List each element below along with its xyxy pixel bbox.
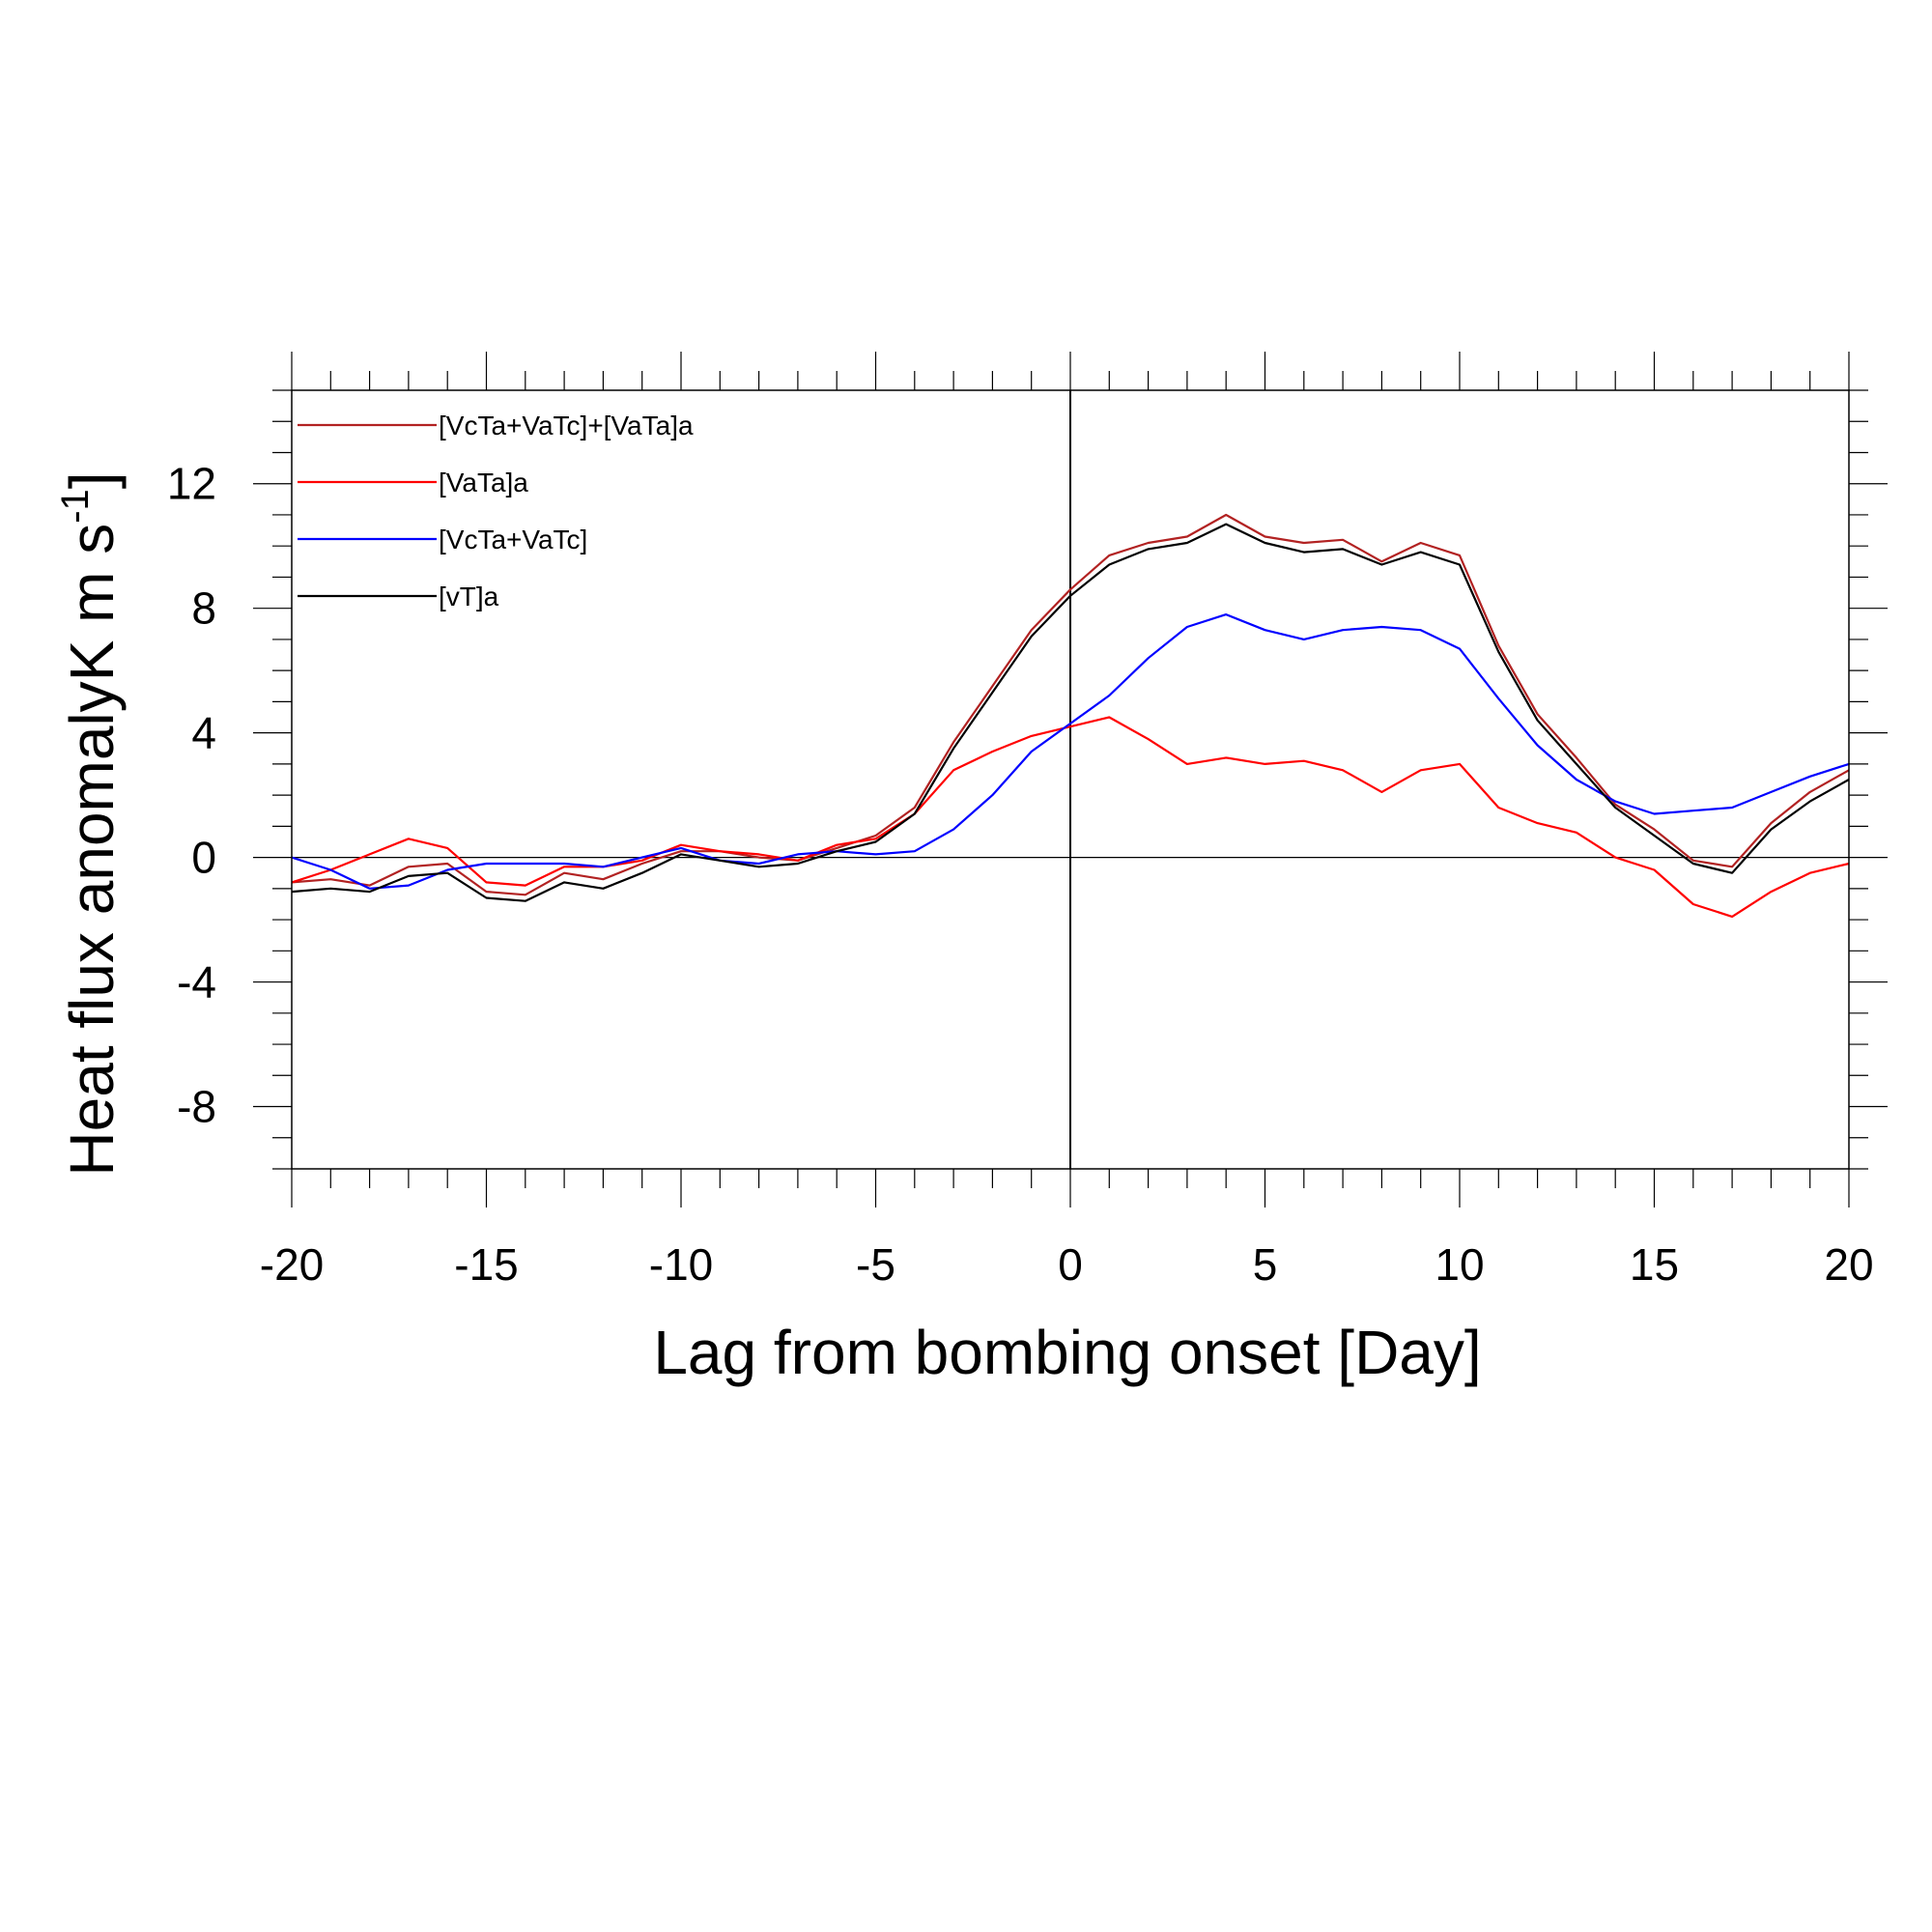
x-tick-label: 0 [1058,1239,1083,1290]
series-line-4 [291,523,1850,902]
y-tick-label: 0 [191,833,216,883]
x-tick-label: -15 [454,1239,518,1290]
series-line-3 [291,612,1850,890]
major-ticks [253,352,1888,1208]
legend-label-2: [VaTa]a [439,468,528,497]
legend: [VcTa+VaTc]+[VaTa]a [VaTa]a [VcTa+VaTc] [vT… [298,411,694,611]
y-axis-title-superscript: -1 [54,489,97,524]
y-axis-title-main: Heat flux anomalyK m s [57,524,127,1177]
y-axis-title-close: ] [57,471,127,489]
y-tick-label: -8 [177,1082,216,1132]
x-tick-label: -20 [260,1239,324,1290]
x-tick-label: 20 [1824,1239,1873,1290]
x-tick-label: -5 [856,1239,895,1290]
plot-frame [291,389,1850,1170]
legend-label-1: [VcTa+VaTc]+[VaTa]a [439,411,694,440]
y-tick-label: 4 [191,708,216,758]
legend-label-3: [VcTa+VaTc] [439,525,587,554]
y-tick-label: 12 [167,459,216,509]
legend-label-4: [vT]a [439,582,499,611]
minor-ticks [272,371,1868,1188]
y-tick-label: 8 [191,583,216,634]
series-layer [291,513,1850,919]
x-tick-label: 15 [1630,1239,1679,1290]
x-tick-label: 5 [1253,1239,1278,1290]
series-line-2 [291,716,1850,919]
series-line-1 [291,513,1850,896]
tick-labels: -20 -15 -10 -5 0 5 10 15 20 -8 -4 0 4 8 12 [167,459,1874,1290]
y-tick-label: -4 [177,957,216,1008]
x-tick-label: -10 [649,1239,713,1290]
x-tick-label: 10 [1435,1239,1484,1290]
reference-lines [292,390,1849,1169]
x-axis-title: Lag from bombing onset [Day] [653,1318,1481,1387]
y-axis-title: Heat flux anomalyK m s-1] [54,471,127,1176]
